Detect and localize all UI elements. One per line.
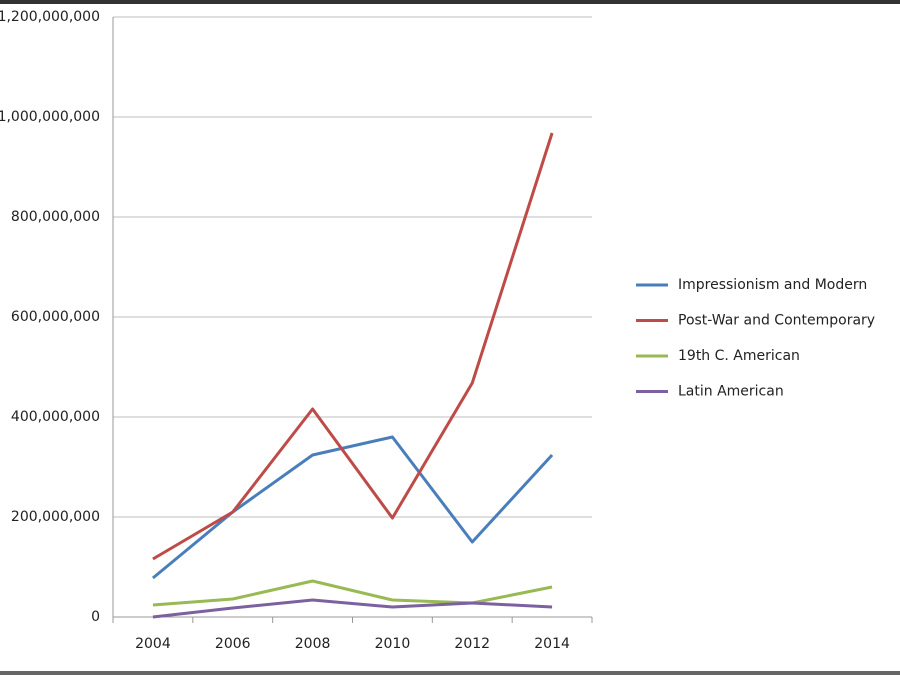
y-tick-label: 600,000,000 [11,309,100,325]
x-tick-label: 2004 [135,636,171,652]
y-tick-label: 800,000,000 [11,209,100,225]
legend-label: Impressionism and Modern [678,277,867,293]
frame-top [0,0,900,4]
frame-bottom [0,671,900,675]
x-tick-label: 2014 [534,636,570,652]
y-tick-label: 1,200,000,000 [0,9,100,25]
series-line [151,435,554,580]
x-tick-label: 2012 [454,636,490,652]
y-tick-label: 400,000,000 [11,409,100,425]
series-line [152,132,554,561]
legend-label: Latin American [678,384,784,400]
x-tick-label: 2010 [375,636,411,652]
y-tick-label: 200,000,000 [11,509,100,525]
legend-label: 19th C. American [678,348,800,364]
x-tick-label: 2008 [295,636,331,652]
legend-label: Post-War and Contemporary [678,313,875,329]
y-tick-label: 1,000,000,000 [0,109,100,125]
series-line [152,598,553,619]
y-tick-label: 0 [91,609,100,625]
series-line [152,579,553,607]
x-tick-label: 2006 [215,636,251,652]
